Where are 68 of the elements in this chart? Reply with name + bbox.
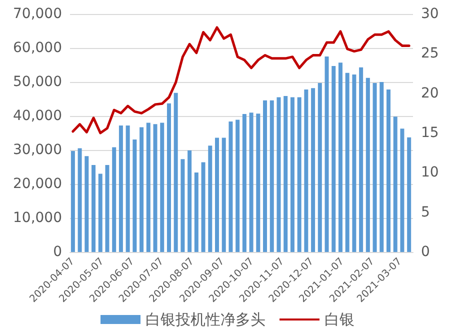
y-tick-label: 70,000 [13,6,62,22]
bar [78,148,82,252]
bar [393,116,398,252]
bar [372,83,377,252]
bar [332,66,336,252]
bar [290,97,294,252]
bar [112,147,116,252]
bar [180,159,185,252]
y-tick-label: 0 [53,244,62,260]
bar [222,138,226,252]
y-tick-label: 40,000 [13,108,62,124]
y-tick-label: 50,000 [13,74,62,90]
bar [304,89,308,252]
bar [132,139,137,252]
bar [228,121,233,252]
bar [70,151,75,252]
legend-label: 白银投机性净多头 [146,310,266,328]
bar [380,82,384,252]
y-tick-label: 20,000 [13,176,62,192]
bar [249,112,254,252]
bar [166,103,171,252]
bar [92,164,96,252]
y2-tick-label: 25 [421,46,439,62]
bar [366,78,370,252]
y-tick-label: 60,000 [13,40,62,56]
y2-tick-label: 5 [421,204,430,220]
bar [188,150,192,252]
bar [174,92,178,252]
bar [215,138,219,252]
y2-tick-label: 15 [421,125,439,141]
bar [118,126,123,252]
bar [338,62,342,252]
y-tick-label: 30,000 [13,142,62,158]
line-series [72,26,410,134]
bar [386,89,390,252]
bar [242,114,246,252]
bar [84,156,89,252]
bar [236,120,240,252]
y-tick-label: 10,000 [13,210,62,226]
y2-tick-label: 10 [421,164,439,181]
bar [153,124,158,252]
bar [201,162,206,252]
bar [324,56,329,252]
bar [311,88,316,252]
bar [140,127,144,252]
y2-tick-label: 20 [421,85,439,102]
bar [146,122,150,252]
bar [407,137,412,252]
bar [105,164,110,252]
bar [352,74,356,252]
bar [359,67,364,252]
bar [263,100,268,252]
bar [276,97,281,252]
bar [208,146,212,252]
bar [160,122,164,252]
bar [400,128,404,252]
bar [98,174,102,252]
bar [270,100,274,252]
bar [194,172,198,252]
bar [256,114,260,252]
bar [297,97,302,252]
bar [345,72,350,252]
legend-label: 白银 [324,310,354,328]
y2-tick-label: 0 [421,244,430,260]
bar [284,96,288,252]
bar [318,83,322,252]
y2-tick-label: 30 [421,6,439,22]
bar [126,126,130,252]
